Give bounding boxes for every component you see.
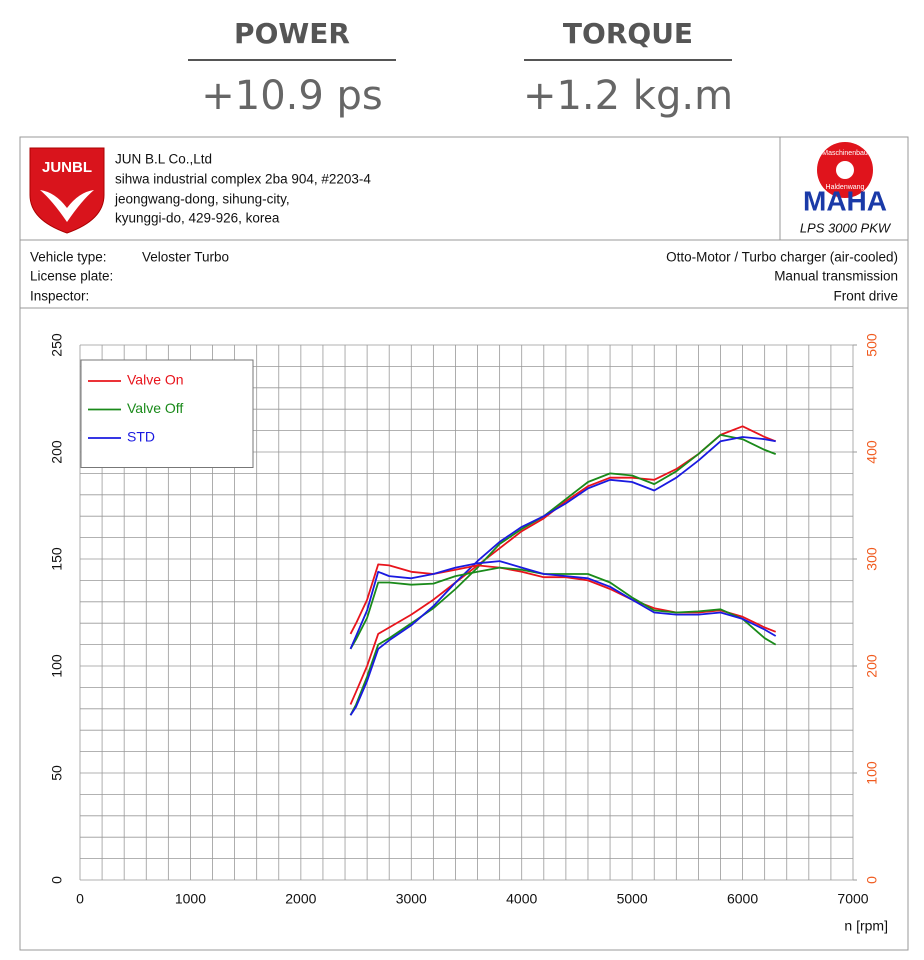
report-frame [19, 136, 909, 951]
series-line [349, 560, 777, 650]
maha-gear [836, 161, 854, 179]
company-line: kyunggi-do, 429-926, korea [115, 211, 280, 226]
info-label: Vehicle type: [30, 250, 107, 265]
maha-ring-text: Maschinenbau [822, 150, 868, 157]
legend-box [80, 359, 254, 468]
x-axis-label: n [rpm] [844, 918, 888, 934]
legend-label: Valve Off [127, 400, 183, 416]
x-tick-label: 4000 [506, 891, 537, 907]
x-tick-label: 5000 [617, 891, 648, 907]
y-tick-label: 250 [49, 333, 65, 357]
series-line [349, 425, 777, 705]
maha-name: MAHA [803, 185, 887, 216]
info-value: Otto-Motor / Turbo charger (air-cooled) [666, 250, 898, 265]
company-line: JUN B.L Co.,Ltd [115, 152, 212, 167]
y-tick-label: 150 [49, 547, 65, 571]
y2-tick-label: 200 [864, 654, 880, 678]
series-line [349, 563, 777, 635]
company-line: jeongwang-dong, sihung-city, [114, 192, 290, 207]
y-tick-label: 100 [49, 654, 65, 678]
x-tick-label: 2000 [285, 891, 316, 907]
company-line: sihwa industrial complex 2ba 904, #2203-… [115, 172, 371, 187]
y-tick-label: 0 [49, 876, 65, 884]
chart: 0 1000 2000 3000 4000 5000 6000 700005010015020… [49, 333, 888, 934]
x-tick-label: 1000 [175, 891, 206, 907]
y-tick-label: 50 [49, 765, 65, 781]
info-value: Front drive [833, 289, 898, 304]
y2-tick-label: 400 [864, 440, 880, 464]
y2-tick-label: 0 [864, 876, 880, 884]
y-tick-label: 200 [49, 440, 65, 464]
x-tick-label: 7000 [837, 891, 868, 907]
maha-model: LPS 3000 PKW [800, 220, 892, 235]
x-tick-label: 3000 [396, 891, 427, 907]
info-label: License plate: [30, 269, 113, 284]
stat-label: POWER [234, 17, 350, 50]
y2-tick-label: 100 [864, 761, 880, 785]
x-tick-label: 0 [76, 891, 84, 907]
y2-tick-label: 500 [864, 333, 880, 357]
stat-value: +10.9 ps [201, 73, 383, 119]
maha-ring-text: Haldenwang [826, 184, 865, 191]
stat-label: TORQUE [563, 17, 693, 50]
logo-wings [40, 190, 94, 222]
info-value: Manual transmission [774, 269, 898, 284]
series-line [349, 436, 776, 716]
logo-shield [29, 147, 105, 234]
x-tick-label: 6000 [727, 891, 758, 907]
info-label: Inspector: [30, 289, 89, 304]
series-line [349, 566, 777, 650]
legend-label: STD [127, 429, 155, 445]
info-value: Veloster Turbo [142, 250, 229, 265]
stat-value: +1.2 kg.m [523, 73, 733, 119]
logo-text: JUNBL [42, 159, 92, 176]
y2-tick-label: 300 [864, 547, 880, 571]
legend-label: Valve On [127, 372, 184, 388]
